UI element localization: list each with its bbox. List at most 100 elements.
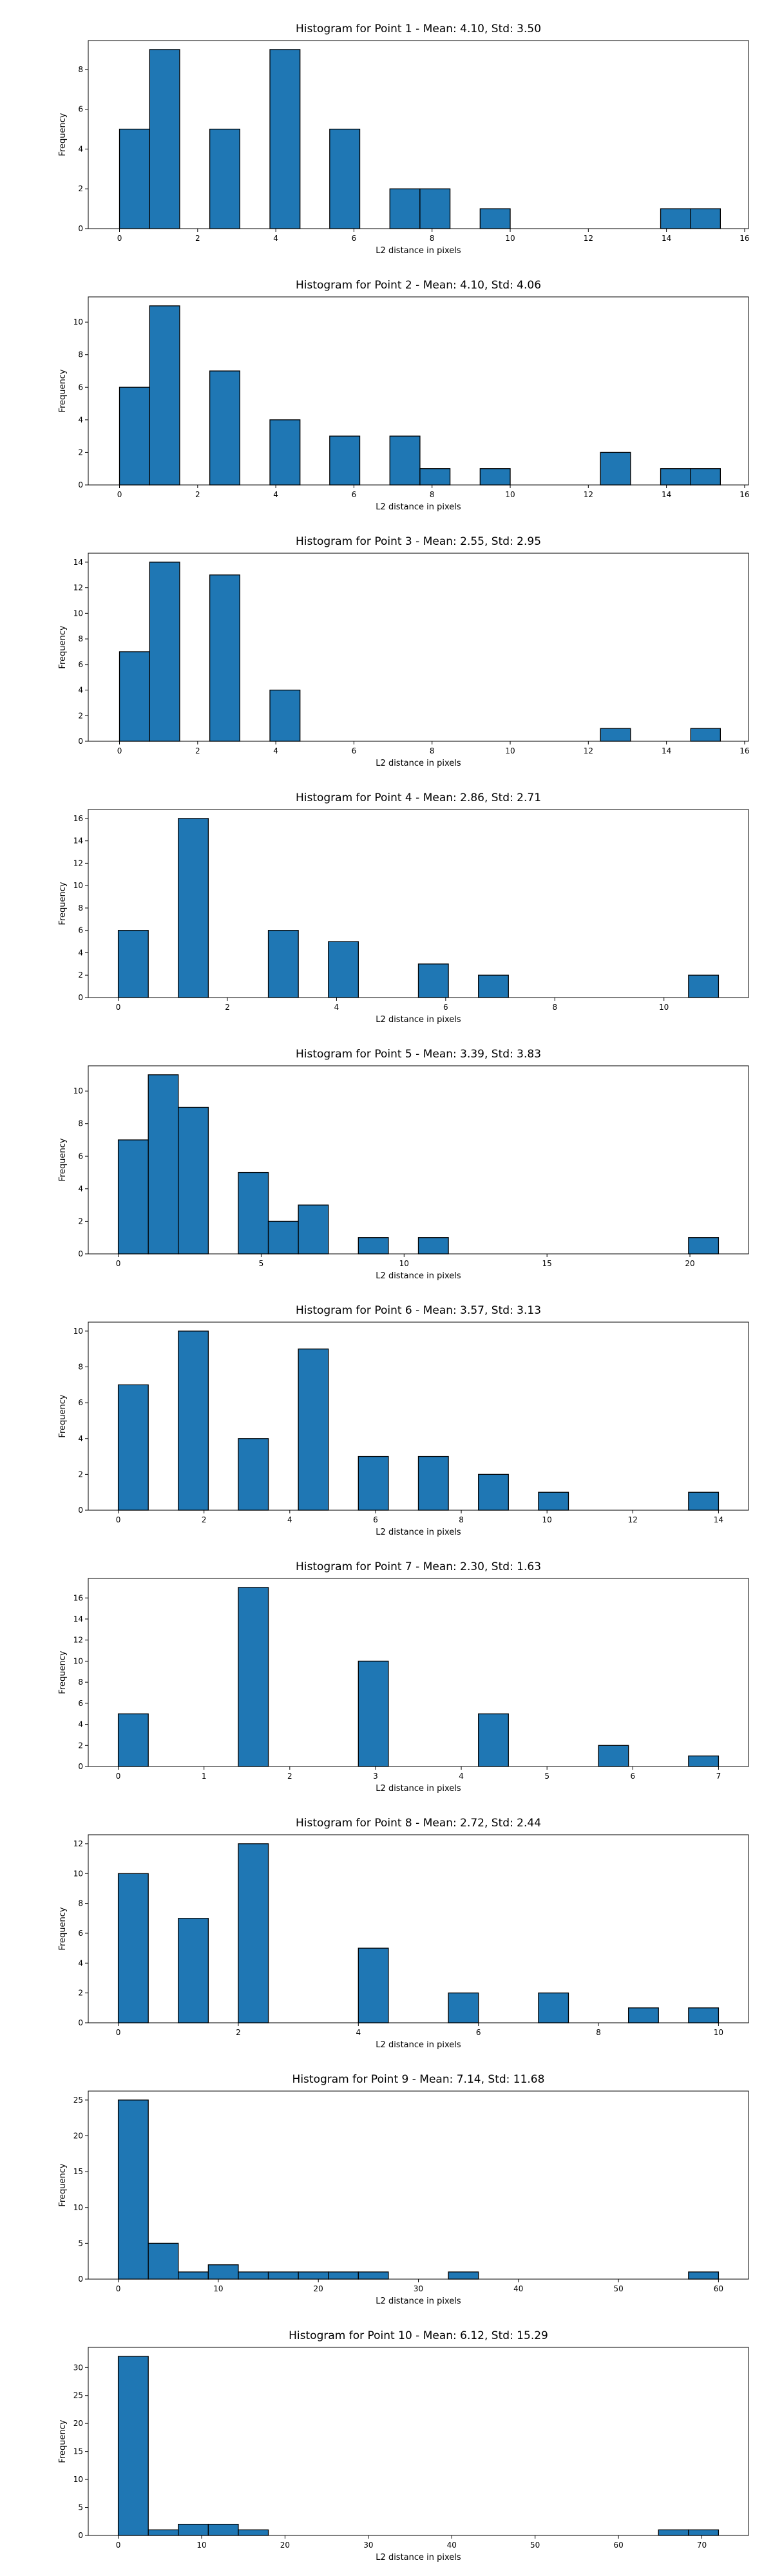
- y-tick-label: 6: [78, 1929, 83, 1938]
- y-tick-label: 30: [73, 2363, 83, 2372]
- plot-frame: [88, 809, 749, 998]
- histogram-bar: [238, 1843, 269, 2023]
- x-tick-label: 2: [195, 234, 200, 243]
- y-tick-label: 25: [73, 2096, 83, 2105]
- histogram-panel-9: Histogram for Point 9 - Mean: 7.14, Std:…: [58, 2073, 749, 2306]
- x-tick-label: 8: [596, 2028, 601, 2037]
- y-tick-label: 10: [73, 1086, 83, 1095]
- histogram-bar: [688, 974, 720, 998]
- y-tick-label: 6: [78, 105, 83, 114]
- histogram-bar: [178, 1331, 209, 1511]
- y-axis-label: Frequency: [58, 2163, 68, 2206]
- x-tick-label: 12: [584, 234, 593, 243]
- y-axis-label: Frequency: [58, 1651, 68, 1694]
- y-tick-label: 8: [78, 1678, 83, 1687]
- x-tick-label: 10: [399, 1259, 409, 1268]
- x-tick-label: 15: [542, 1259, 552, 1268]
- histogram-bar: [117, 930, 149, 998]
- plot-frame: [88, 40, 749, 229]
- y-tick-label: 25: [73, 2391, 83, 2400]
- x-tick-label: 4: [273, 746, 278, 755]
- x-tick-label: 10: [213, 2284, 223, 2293]
- x-axis-label: L2 distance in pixels: [376, 1784, 461, 1794]
- y-tick-label: 15: [73, 2167, 83, 2176]
- x-tick-label: 2: [202, 1515, 207, 1524]
- histogram-bar: [209, 370, 240, 486]
- x-tick-label: 10: [714, 2028, 723, 2037]
- chart-title: Histogram for Point 3 - Mean: 2.55, Std:…: [296, 535, 541, 548]
- x-axis-label: L2 distance in pixels: [376, 502, 461, 512]
- y-tick-label: 10: [73, 609, 83, 618]
- y-tick-label: 0: [78, 480, 83, 489]
- histogram-bar: [688, 1755, 720, 1767]
- y-tick-label: 2: [78, 448, 83, 457]
- x-tick-label: 2: [287, 1772, 292, 1781]
- x-tick-label: 6: [352, 746, 357, 755]
- x-tick-label: 0: [116, 1003, 121, 1012]
- x-tick-label: 5: [544, 1772, 549, 1781]
- x-tick-label: 2: [236, 2028, 241, 2037]
- y-tick-label: 8: [78, 1899, 83, 1908]
- x-tick-label: 10: [505, 234, 515, 243]
- x-tick-label: 12: [628, 1515, 638, 1524]
- histogram-bar: [238, 1438, 269, 1511]
- y-tick-label: 6: [78, 383, 83, 392]
- x-tick-label: 20: [314, 2284, 323, 2293]
- x-tick-label: 2: [225, 1003, 230, 1012]
- y-tick-label: 4: [78, 144, 83, 153]
- histogram-bar: [148, 1074, 179, 1255]
- y-tick-label: 6: [78, 1398, 83, 1407]
- histogram-bar: [658, 2529, 689, 2536]
- x-tick-label: 5: [259, 1259, 264, 1268]
- x-tick-label: 70: [697, 2541, 707, 2550]
- histogram-bar: [269, 419, 301, 486]
- chart-title: Histogram for Point 1 - Mean: 4.10, Std:…: [296, 23, 541, 35]
- y-axis-label: Frequency: [58, 2420, 68, 2463]
- histogram-bar: [660, 208, 691, 229]
- histogram-panel-7: Histogram for Point 7 - Mean: 2.30, Std:…: [58, 1560, 749, 1794]
- x-tick-label: 16: [740, 490, 749, 499]
- y-tick-label: 2: [78, 711, 83, 720]
- y-axis-label: Frequency: [58, 369, 68, 412]
- x-tick-label: 6: [352, 490, 357, 499]
- histogram-bar: [117, 2356, 149, 2536]
- histogram-bar: [688, 2529, 720, 2536]
- histogram-bar: [389, 435, 421, 486]
- histogram-bar: [478, 974, 509, 998]
- y-tick-label: 0: [78, 2018, 83, 2027]
- x-tick-label: 0: [116, 1259, 121, 1268]
- histogram-bar: [328, 941, 359, 998]
- histogram-panel-5: Histogram for Point 5 - Mean: 3.39, Std:…: [58, 1048, 749, 1281]
- histogram-bar: [209, 574, 240, 742]
- chart-title: Histogram for Point 6 - Mean: 3.57, Std:…: [296, 1304, 541, 1317]
- y-tick-label: 0: [78, 2531, 83, 2540]
- x-tick-label: 20: [685, 1259, 694, 1268]
- chart-title: Histogram for Point 9 - Mean: 7.14, Std:…: [292, 2073, 545, 2086]
- histogram-bar: [119, 128, 150, 229]
- y-tick-label: 14: [73, 558, 83, 567]
- y-tick-label: 6: [78, 926, 83, 935]
- y-tick-label: 6: [78, 1699, 83, 1708]
- x-tick-label: 0: [116, 1772, 121, 1781]
- y-tick-label: 0: [78, 224, 83, 233]
- histogram-bar: [267, 2271, 299, 2280]
- y-axis-label: Frequency: [58, 625, 68, 668]
- x-tick-label: 2: [195, 490, 200, 499]
- chart-title: Histogram for Point 8 - Mean: 2.72, Std:…: [296, 1817, 541, 1830]
- histogram-bar: [690, 468, 721, 486]
- x-tick-label: 4: [334, 1003, 339, 1012]
- histogram-bar: [479, 468, 511, 486]
- histogram-bar: [178, 2523, 209, 2536]
- x-tick-label: 30: [363, 2541, 373, 2550]
- x-tick-label: 10: [659, 1003, 669, 1012]
- chart-title: Histogram for Point 7 - Mean: 2.30, Std:…: [296, 1560, 541, 1573]
- x-tick-label: 60: [613, 2541, 623, 2550]
- x-tick-label: 12: [584, 746, 593, 755]
- x-tick-label: 10: [542, 1515, 552, 1524]
- x-tick-label: 14: [662, 490, 671, 499]
- x-tick-label: 0: [116, 1515, 121, 1524]
- x-tick-label: 14: [662, 746, 671, 755]
- x-tick-label: 4: [273, 234, 278, 243]
- y-tick-label: 20: [73, 2132, 83, 2141]
